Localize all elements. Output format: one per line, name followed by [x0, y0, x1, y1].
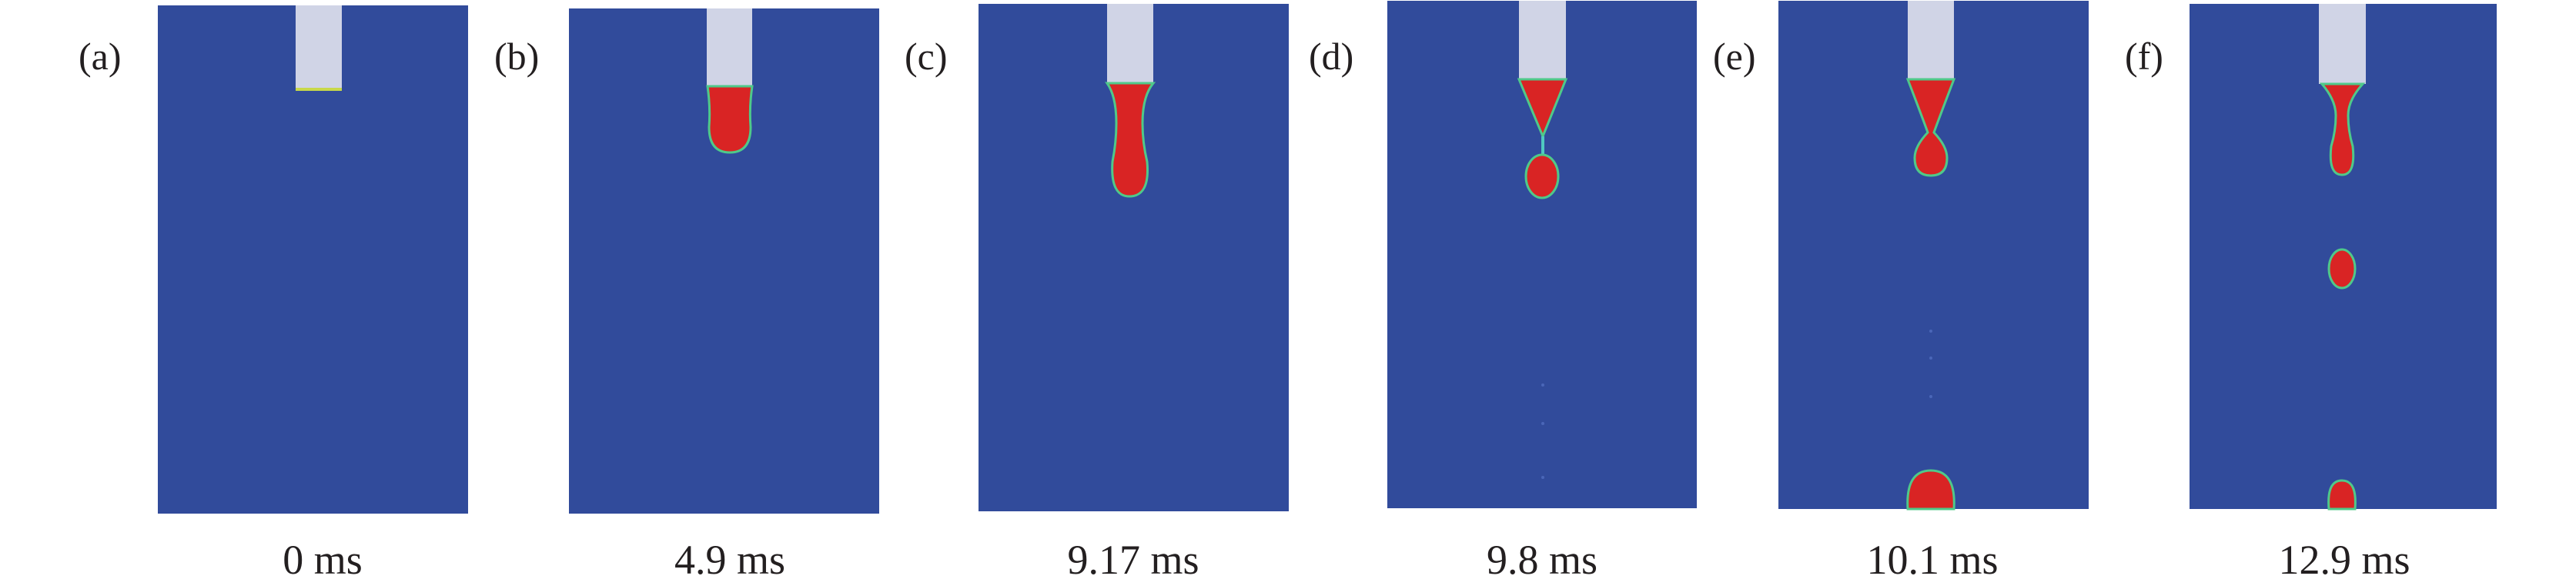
droplet [1524, 153, 1560, 199]
nozzle [1519, 1, 1566, 79]
cone-thread [1517, 78, 1568, 139]
droplet [706, 85, 754, 154]
nozzle [296, 5, 342, 89]
time-label: 0 ms [283, 537, 363, 583]
satellite-speck [1929, 395, 1932, 398]
droplet [1105, 82, 1156, 198]
droplet [2327, 248, 2357, 290]
panel-b: (b) 4.9 ms [494, 8, 879, 583]
panel-a: (a) 0 ms [79, 5, 468, 583]
panel-label: (d) [1309, 35, 1353, 78]
panel-f: (f) 12.9 ms [2125, 4, 2497, 583]
time-label: 10.1 ms [1866, 537, 1998, 583]
nozzle [1107, 4, 1153, 83]
droplet-thread [2319, 82, 2366, 176]
detached-droplet [1906, 469, 1955, 511]
panel-e: (e) 10.1 ms [1713, 1, 2089, 583]
droplet-thread [1905, 78, 1956, 177]
time-label: 4.9 ms [674, 537, 785, 583]
time-label: 9.8 ms [1487, 537, 1597, 583]
panel-label: (f) [2125, 35, 2163, 78]
nozzle [1908, 1, 1954, 79]
panel-d: (d) 9.8 ms [1309, 1, 1697, 583]
satellite-speck [1929, 330, 1932, 333]
satellite-speck [1541, 422, 1544, 425]
nozzle [2319, 4, 2366, 84]
panel-c: (c) 9.17 ms [905, 4, 1289, 583]
time-label: 9.17 ms [1067, 537, 1199, 583]
panel-label: (a) [79, 35, 122, 78]
satellite-speck [1929, 357, 1932, 360]
satellite-speck [1541, 383, 1544, 387]
panel-label: (e) [1713, 35, 1756, 78]
nozzle [707, 8, 752, 86]
time-label: 12.9 ms [2278, 537, 2410, 583]
panel-label: (c) [905, 35, 948, 78]
meniscus [296, 88, 342, 91]
detached-droplet [2327, 479, 2357, 511]
panel-label: (b) [494, 35, 539, 78]
satellite-speck [1541, 476, 1544, 479]
